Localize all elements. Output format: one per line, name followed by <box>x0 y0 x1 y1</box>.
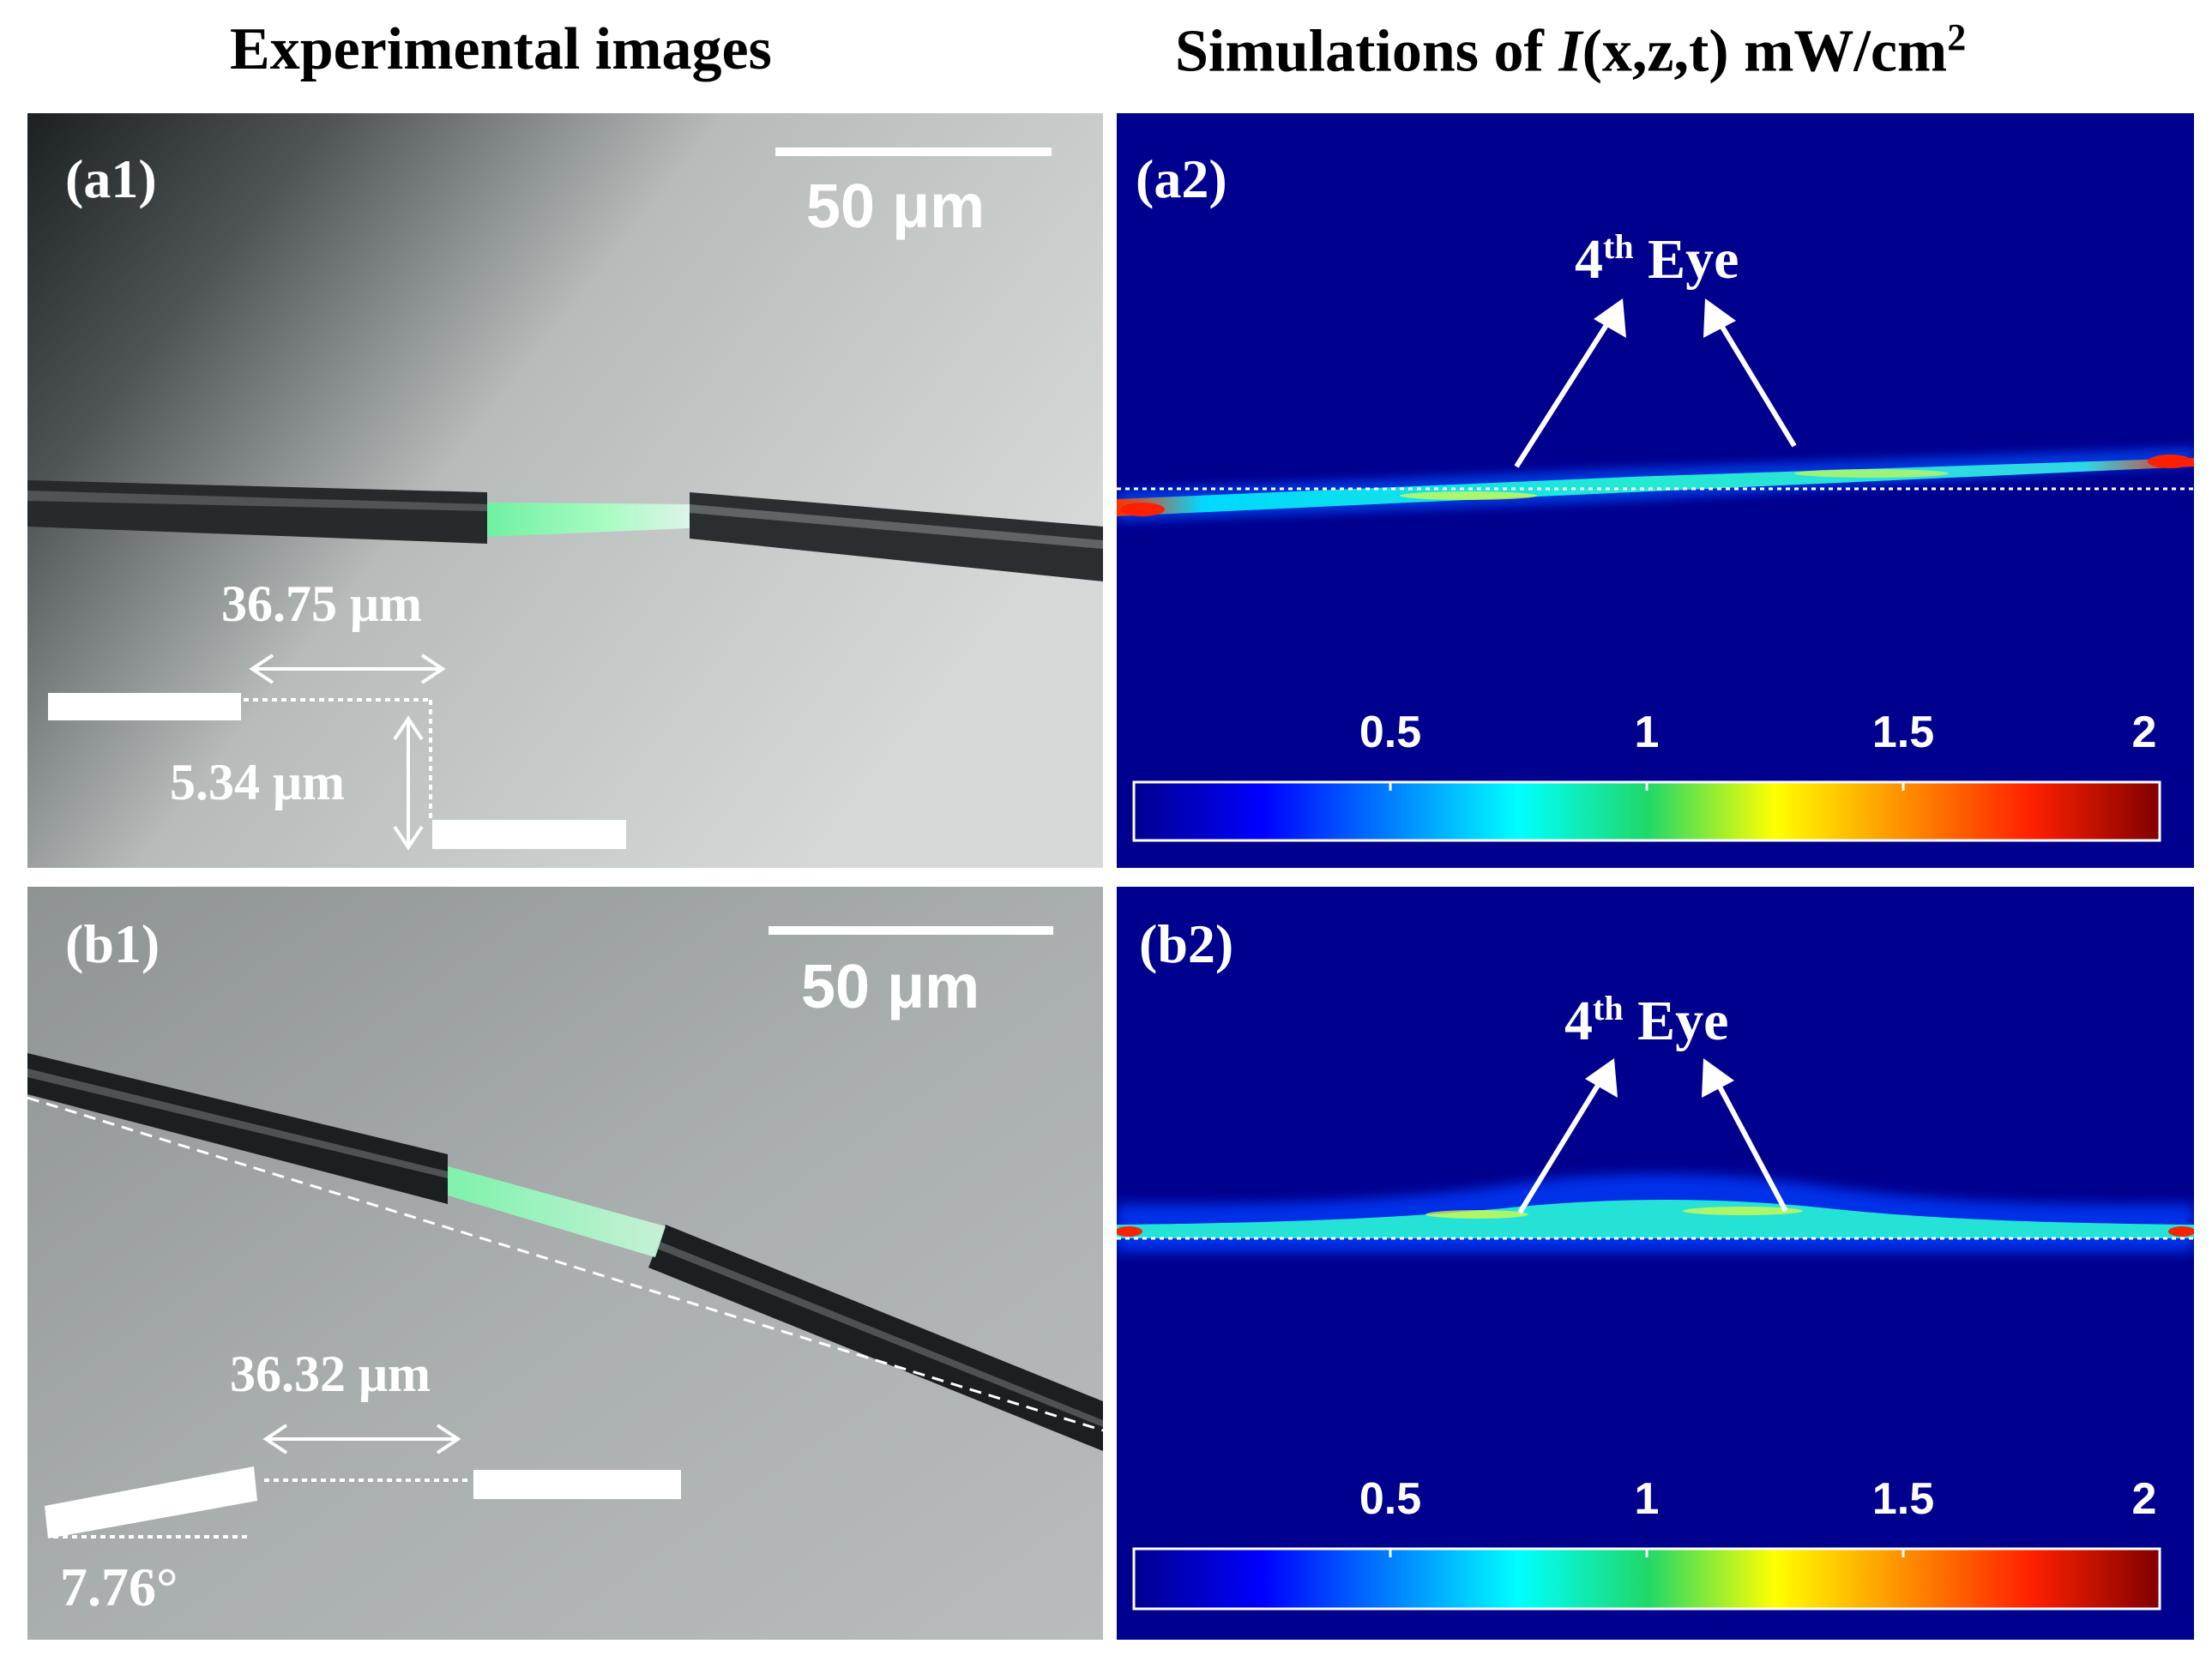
a1-right-marker-bar <box>432 820 626 849</box>
b2-beam-core <box>1117 1200 2194 1238</box>
a1-horizontal-double-arrow <box>249 653 446 684</box>
a1-micrograph <box>27 113 1103 868</box>
b2-colorbar-tick-label: 0.5 <box>1359 1474 1422 1524</box>
a2-colorbar-tick-label: 1.5 <box>1871 708 1935 757</box>
panel-a2: (a2) 4th Eye 0.5 1 1.5 2 <box>1117 113 2194 868</box>
b2-eye-word: Eye <box>1623 990 1729 1052</box>
panel-a1: (a1) 50 μm 36.75 μm 5.34 μm <box>27 113 1103 868</box>
panel-label-a2: (a2) <box>1136 148 1227 209</box>
b1-scale-bar <box>768 926 1053 935</box>
a2-colorbar-tick-label: 1 <box>1634 708 1660 757</box>
b2-colorbar-ticks <box>1389 1549 2161 1557</box>
panel-label-b1: (b1) <box>65 913 160 974</box>
a2-hotspot-right <box>2148 455 2192 468</box>
a2-eye-arrows <box>1514 298 1797 468</box>
b2-eye-ordinal: th <box>1593 989 1624 1027</box>
a2-simulation-map <box>1117 113 2194 868</box>
unit-base: mW/cm <box>1728 18 1948 85</box>
simulations-title: Simulations of I(x,z,t) mW/cm2 <box>1175 15 1966 86</box>
a1-scale-bar-label: 50 μm <box>806 172 985 241</box>
panel-label-a1: (a1) <box>65 148 157 209</box>
b2-colorbar-tick-label: 1.5 <box>1871 1474 1935 1524</box>
b1-reference-line <box>27 1096 1103 1432</box>
a2-eye-number: 4 <box>1575 228 1603 291</box>
b1-horizontal-offset-label: 36.32 μm <box>230 1346 431 1402</box>
b2-colorbar <box>1132 1547 2161 1611</box>
b1-light-beam <box>448 1166 666 1257</box>
simulations-title-prefix: Simulations of <box>1175 18 1559 85</box>
a1-vertical-double-arrow <box>393 715 424 851</box>
intensity-args: (x,z,t) <box>1582 18 1729 85</box>
panel-label-b2: (b2) <box>1139 913 1234 974</box>
a1-horizontal-offset-label: 36.75 μm <box>221 575 422 632</box>
a1-left-marker-bar <box>48 693 241 720</box>
b1-horizontal-double-arrow <box>262 1424 461 1454</box>
b1-left-fiber <box>27 1053 448 1204</box>
a1-light-beam <box>487 503 690 537</box>
b1-right-marker-bar <box>473 1470 681 1499</box>
b1-angle-label: 7.76° <box>60 1557 178 1617</box>
unit-exponent: 2 <box>1947 16 1967 58</box>
intensity-symbol: I <box>1558 18 1582 85</box>
a2-eye-ordinal: th <box>1603 227 1634 266</box>
panel-b2: (b2) 4th Eye 0.5 1 1.5 2 <box>1117 887 2194 1640</box>
a1-scale-bar <box>775 148 1052 156</box>
b2-colorbar-tick-label: 1 <box>1634 1474 1660 1524</box>
experimental-images-title: Experimental images <box>230 16 772 82</box>
b2-simulation-map <box>1117 887 2194 1640</box>
panel-b1: (b1) 50 μm 36.32 μm 7.76° <box>27 887 1103 1640</box>
a2-eye-word: Eye <box>1633 228 1739 291</box>
a2-eye-label: 4th Eye <box>1575 226 1739 292</box>
b2-eye-label: 4th Eye <box>1564 988 1728 1054</box>
b1-left-marker-bar <box>45 1466 257 1539</box>
b2-eye-number: 4 <box>1564 990 1593 1052</box>
a2-colorbar <box>1132 780 2161 842</box>
b2-eye-arrows <box>1517 1058 1788 1214</box>
a2-colorbar-tick-label: 2 <box>2131 708 2157 757</box>
a2-hotspot-left <box>1120 503 1165 516</box>
a1-vertical-offset-label: 5.34 μm <box>170 754 345 810</box>
a2-colorbar-ticks <box>1389 782 2161 791</box>
b1-micrograph <box>27 887 1103 1640</box>
b2-background <box>1117 887 2194 1640</box>
b1-scale-bar-label: 50 μm <box>801 953 980 1021</box>
b2-colorbar-tick-label: 2 <box>2131 1474 2157 1524</box>
a2-colorbar-tick-label: 0.5 <box>1359 708 1422 757</box>
